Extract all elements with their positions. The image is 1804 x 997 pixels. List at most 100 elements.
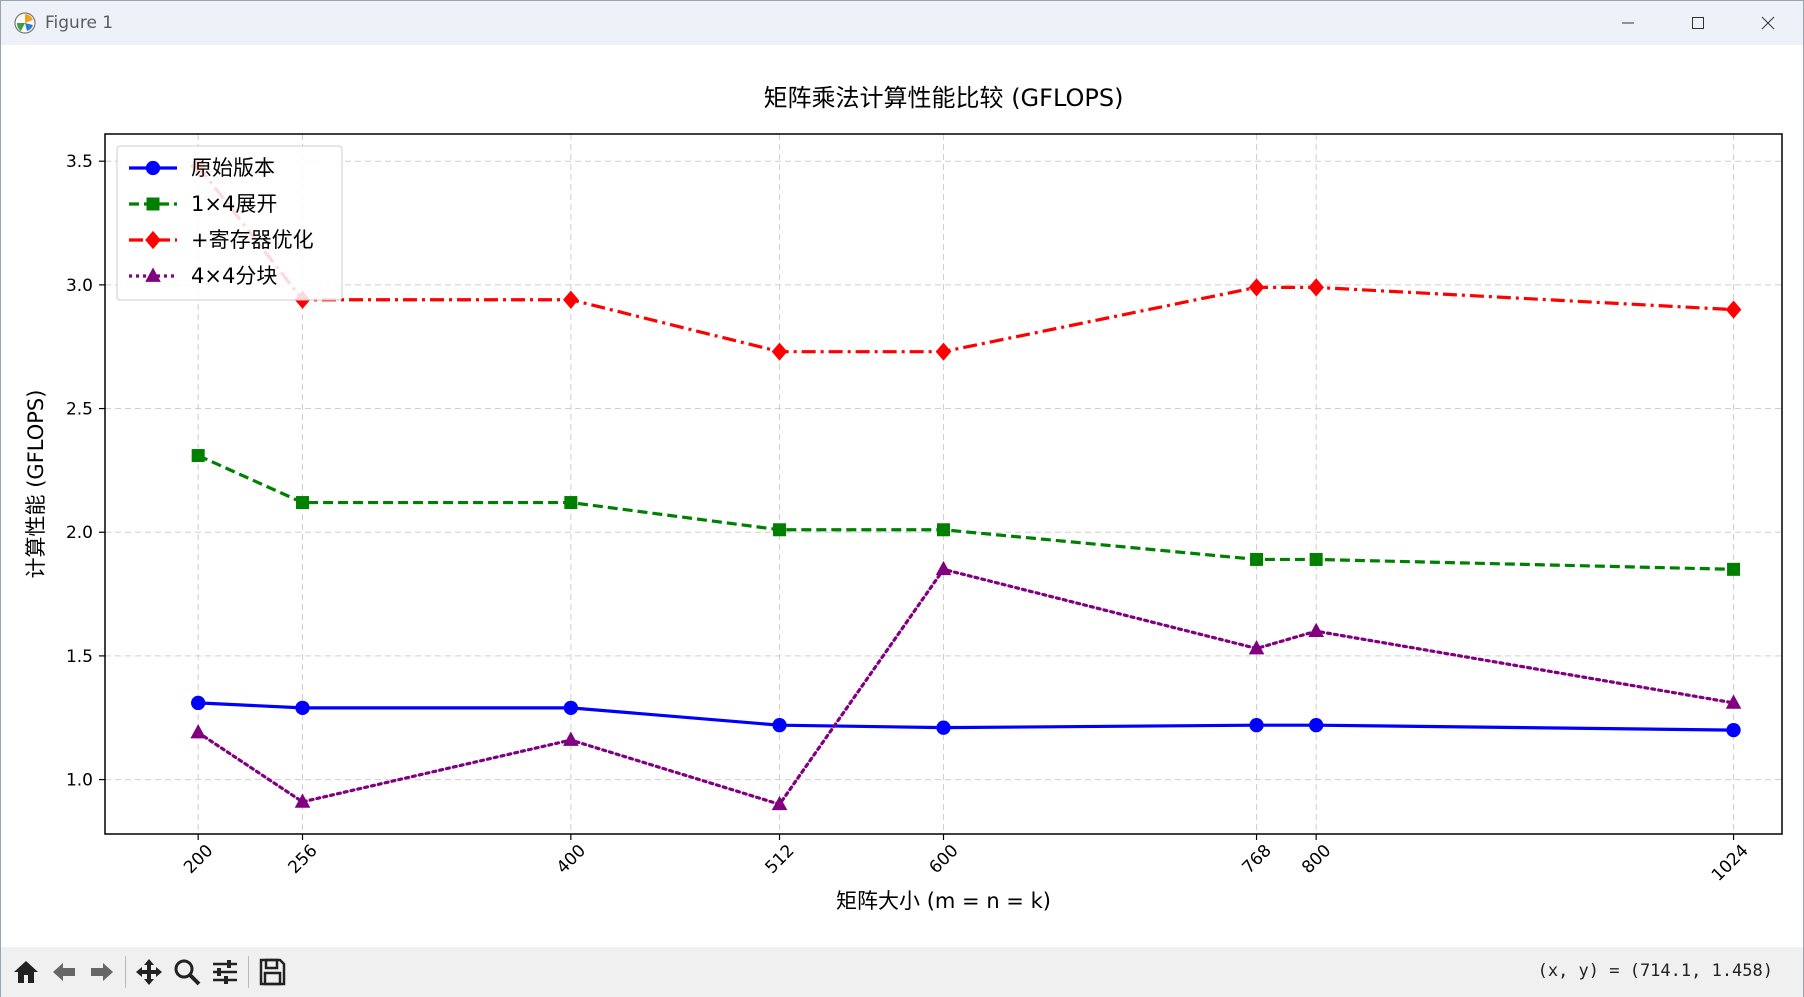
- data-point: [191, 449, 205, 463]
- maximize-button[interactable]: [1663, 1, 1733, 45]
- title-bar[interactable]: Figure 1: [1, 1, 1803, 45]
- navigation-toolbar: (x, y) = (714.1, 1.458): [1, 947, 1803, 997]
- data-point: [1250, 552, 1264, 566]
- arrow-right-icon: [91, 963, 113, 981]
- back-button[interactable]: [45, 953, 83, 991]
- data-point: [1249, 718, 1264, 733]
- data-point: [773, 523, 787, 537]
- legend-item: 4×4分块: [129, 264, 277, 288]
- y-tick-label: 3.0: [66, 276, 93, 296]
- data-point: [937, 523, 950, 537]
- data-point: [1309, 552, 1323, 566]
- legend-item: +寄存器优化: [129, 228, 314, 252]
- legend-marker: [145, 160, 161, 176]
- x-tick-label: 200: [180, 841, 217, 878]
- line-chart: 200 256 400 512 600 768 800 1024 1.0 1.5 2.0 2.5 3.0…: [24, 84, 1783, 913]
- y-tick-label: 1.5: [66, 647, 93, 667]
- magnifier-icon: [174, 959, 201, 986]
- data-point: [1248, 640, 1265, 655]
- toolbar-separator: [125, 956, 126, 988]
- data-point: [1726, 722, 1741, 738]
- save-button[interactable]: [253, 953, 291, 991]
- data-point: [190, 724, 206, 739]
- toolbar-separator: [248, 956, 249, 988]
- data-point: [564, 496, 578, 510]
- maximize-icon: [1692, 17, 1704, 29]
- data-point: [1727, 562, 1741, 576]
- legend-label: 4×4分块: [191, 264, 277, 288]
- series-1: [191, 695, 1741, 738]
- data-point: [936, 720, 951, 735]
- y-axis-label: 计算性能 (GFLOPS): [24, 390, 48, 579]
- data-point: [295, 700, 310, 716]
- pan-button[interactable]: [130, 953, 168, 991]
- legend: 原始版本 1×4展开 +寄存器优化 4×4分块: [116, 145, 343, 301]
- x-tick-label: 800: [1298, 841, 1335, 878]
- series-2: [191, 449, 1741, 576]
- x-tick-label: 768: [1239, 841, 1276, 878]
- data-point: [771, 342, 788, 361]
- home-icon: [14, 961, 38, 983]
- grid: [105, 134, 1782, 834]
- data-point: [191, 695, 206, 711]
- configure-subplots-button[interactable]: [206, 953, 244, 991]
- close-button[interactable]: [1733, 1, 1803, 45]
- series-line: [196, 165, 1734, 354]
- legend-marker: [146, 197, 160, 211]
- x-tick-label: 600: [926, 841, 963, 878]
- x-tick-label: 256: [285, 841, 322, 878]
- data-point: [772, 718, 787, 733]
- x-tick-label: 400: [553, 841, 590, 878]
- y-tick-label: 2.0: [66, 523, 93, 543]
- legend-marker: [145, 230, 161, 250]
- y-tick-label: 2.5: [66, 400, 93, 420]
- series-3: [190, 157, 1742, 361]
- legend-item: 1×4展开: [129, 192, 277, 216]
- legend-marker: [145, 267, 161, 282]
- legend-item: 原始版本: [129, 156, 275, 180]
- forward-button[interactable]: [83, 953, 121, 991]
- chart-title: 矩阵乘法计算性能比较 (GFLOPS): [764, 84, 1124, 112]
- data-point: [1308, 622, 1324, 638]
- legend-label: +寄存器优化: [191, 228, 314, 252]
- data-point: [1248, 278, 1265, 297]
- data-point: [1308, 278, 1324, 297]
- data-point: [935, 342, 952, 361]
- data-point: [296, 496, 310, 510]
- data-point: [563, 731, 579, 746]
- x-tick-label: 512: [762, 841, 799, 878]
- data-point: [1309, 718, 1324, 733]
- data-point: [771, 795, 788, 811]
- minimize-icon: [1622, 22, 1634, 24]
- chart-canvas[interactable]: 200 256 400 512 600 768 800 1024 1.0 1.5 2.0 2.5 3.0…: [1, 45, 1803, 947]
- series-4: [190, 560, 1742, 811]
- y-tick-label: 1.0: [66, 771, 93, 791]
- zoom-button[interactable]: [168, 953, 206, 991]
- minimize-button[interactable]: [1593, 1, 1663, 45]
- series-line: [197, 454, 1734, 571]
- data-point: [563, 290, 579, 309]
- data-point: [294, 793, 311, 808]
- y-tick-label: 3.5: [66, 152, 93, 172]
- sliders-icon: [213, 960, 237, 984]
- close-icon: [1761, 16, 1775, 30]
- legend-box: [116, 145, 343, 301]
- data-point: [1725, 694, 1742, 709]
- series-line: [196, 567, 1736, 806]
- arrow-left-icon: [53, 963, 75, 981]
- x-axis-label: 矩阵大小 (m = n = k): [836, 889, 1051, 913]
- data-point: [1725, 300, 1742, 319]
- series-line: [198, 701, 1734, 732]
- data-point: [935, 560, 952, 576]
- home-button[interactable]: [7, 953, 45, 991]
- move-icon: [136, 959, 162, 985]
- legend-label: 原始版本: [191, 156, 275, 180]
- x-tick-label: 1024: [1708, 841, 1753, 886]
- window-title: Figure 1: [45, 13, 114, 33]
- data-point: [563, 700, 578, 716]
- save-icon: [259, 958, 286, 986]
- matplotlib-logo-icon: [14, 12, 36, 34]
- series-lines: [190, 157, 1742, 811]
- legend-label: 1×4展开: [191, 192, 277, 216]
